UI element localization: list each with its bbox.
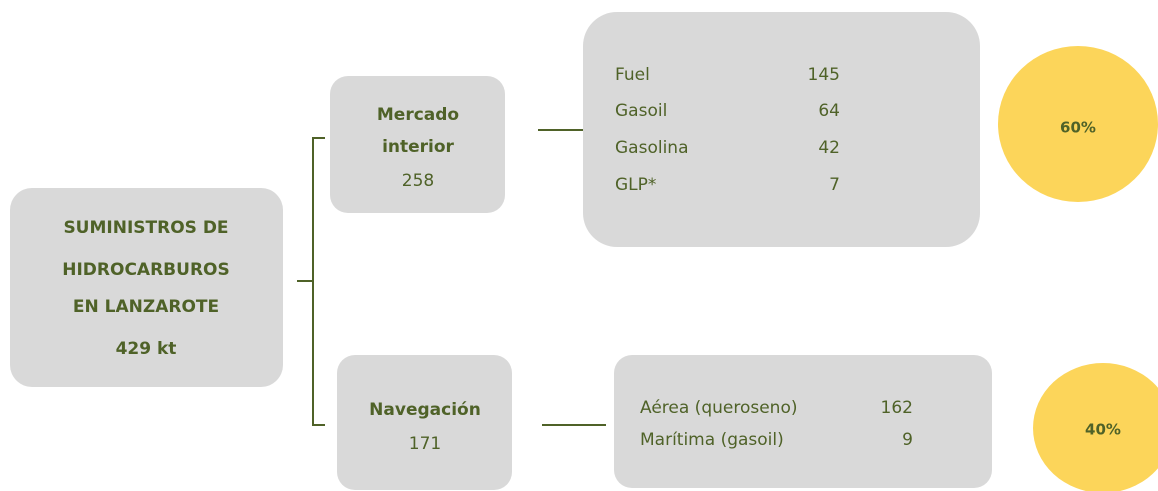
item-label: Gasolina	[615, 138, 689, 158]
branch-name: Navegación	[369, 400, 481, 420]
share-label: 60%	[1060, 119, 1096, 137]
root-box	[10, 188, 283, 387]
branch-name: Mercado	[377, 105, 459, 125]
bracket	[297, 137, 325, 426]
item-value: 7	[829, 175, 840, 195]
item-value: 162	[881, 398, 913, 418]
root-text: 429 kt	[116, 339, 177, 359]
branch-name: interior	[382, 137, 454, 157]
detail-box	[583, 12, 980, 247]
root-text: HIDROCARBUROS	[62, 260, 229, 280]
share-circle	[1033, 363, 1158, 491]
branch-value: 171	[409, 434, 441, 454]
item-label: Marítima (gasoil)	[640, 430, 784, 450]
branch-box	[337, 355, 512, 490]
root-text: SUMINISTROS DE	[63, 218, 228, 238]
item-value: 64	[818, 101, 840, 121]
item-label: GLP*	[615, 175, 656, 195]
share-circle	[998, 46, 1158, 202]
item-value: 145	[808, 65, 840, 85]
branch-value: 258	[402, 171, 434, 191]
item-label: Fuel	[615, 65, 650, 85]
branch-box	[330, 76, 505, 213]
item-label: Gasoil	[615, 101, 667, 121]
item-value: 42	[818, 138, 840, 158]
detail-box	[614, 355, 992, 488]
root-text: EN LANZAROTE	[73, 297, 219, 317]
share-label: 40%	[1085, 421, 1121, 439]
item-label: Aérea (queroseno)	[640, 398, 797, 418]
item-value: 9	[902, 430, 913, 450]
